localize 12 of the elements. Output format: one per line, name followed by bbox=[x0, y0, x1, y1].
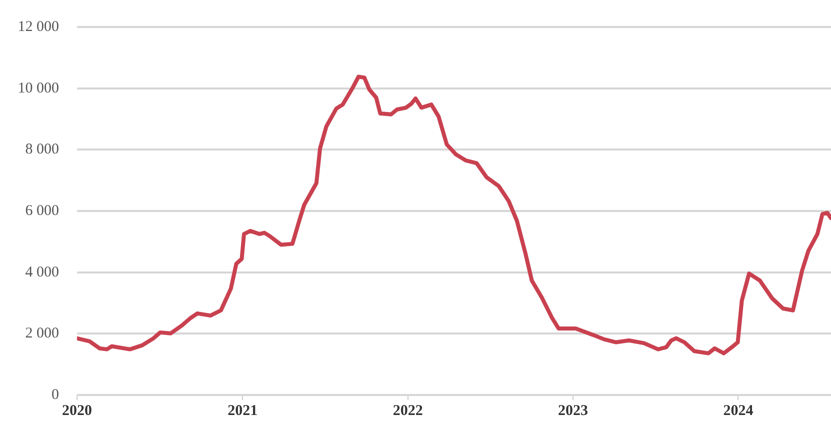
y-tick-label: 12 000 bbox=[18, 18, 59, 35]
x-tick-label: 2023 bbox=[558, 402, 588, 419]
x-tick-label: 2020 bbox=[62, 402, 92, 419]
y-tick-label: 6 000 bbox=[25, 202, 59, 219]
x-tick-label: 2021 bbox=[228, 402, 258, 419]
y-tick-label: 2 000 bbox=[25, 326, 59, 342]
y-tick-label: 8 000 bbox=[25, 142, 59, 158]
y-tick-label: 4 000 bbox=[25, 264, 59, 280]
y-tick-label: 0 bbox=[52, 386, 59, 403]
y-tick-label: 10 000 bbox=[18, 80, 59, 96]
x-tick-label: 2022 bbox=[392, 402, 423, 419]
x-tick-label: 2024 bbox=[723, 402, 754, 419]
